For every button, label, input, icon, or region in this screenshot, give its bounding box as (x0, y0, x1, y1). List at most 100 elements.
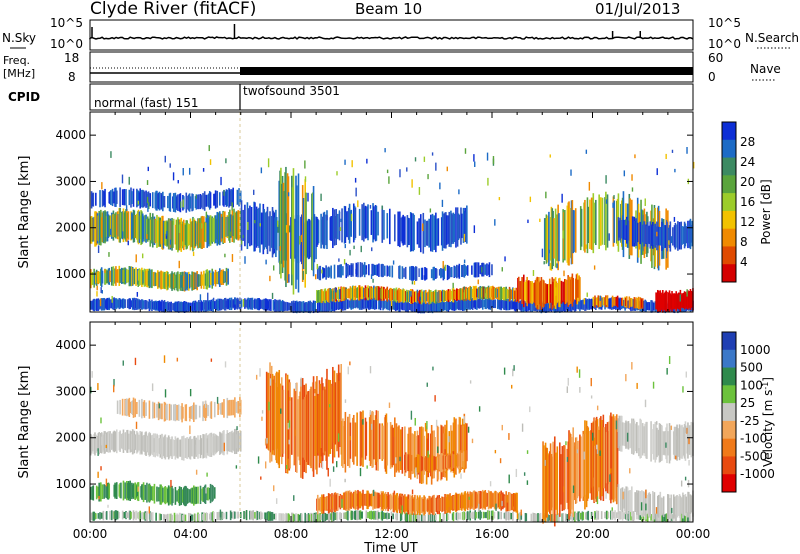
scatter-cell (396, 492, 399, 513)
scatter-cell (297, 513, 300, 522)
scatter-cell (399, 265, 401, 280)
scatter-cell (686, 513, 688, 522)
scatter-cell (232, 187, 234, 208)
scatter-cell (148, 202, 150, 210)
scatter-cell (548, 278, 551, 309)
scatter-cell (368, 297, 370, 310)
scatter-cell (453, 495, 456, 510)
scatter-cell (116, 400, 119, 414)
scatter-cell (214, 433, 217, 455)
scatter-cell (619, 217, 621, 241)
scatter-cell (582, 430, 585, 501)
scatter-cell (431, 430, 434, 479)
scatter-cell (111, 214, 114, 238)
scatter-cell (409, 266, 411, 280)
scatter-cell (508, 433, 510, 440)
scatter-cell (342, 426, 345, 460)
scatter-cell (548, 514, 551, 521)
velocity-y-axis-label: Slant Range [km] (17, 366, 32, 479)
scatter-cell (640, 502, 643, 511)
scatter-cell (238, 433, 240, 450)
scatter-cell (320, 289, 322, 304)
scatter-cell (681, 497, 683, 514)
scatter-cell (309, 300, 312, 314)
scatter-cell (265, 259, 267, 265)
scatter-cell (615, 420, 618, 430)
scatter-cell (512, 494, 514, 511)
scatter-cell (145, 190, 147, 208)
scatter-cell (122, 269, 125, 282)
scatter-cell (121, 174, 124, 184)
scatter-cell (597, 510, 600, 520)
scatter-cell (528, 302, 531, 311)
scatter-cell (386, 265, 389, 277)
scatter-cell (245, 510, 248, 521)
scatter-cell (476, 288, 479, 298)
scatter-cell (505, 298, 507, 311)
scatter-cell (414, 302, 417, 312)
scatter-cell (108, 192, 111, 204)
scatter-cell (111, 188, 114, 207)
scatter-cell (300, 234, 303, 243)
scatter-cell (126, 512, 129, 518)
scatter-cell (383, 299, 385, 310)
scatter-cell (184, 301, 187, 313)
scatter-cell (457, 289, 460, 300)
scatter-cell (466, 300, 468, 309)
scatter-cell (468, 298, 471, 310)
scatter-cell (412, 290, 415, 303)
scatter-cell (404, 290, 407, 302)
scatter-cell (592, 296, 595, 307)
scatter-cell (384, 513, 387, 519)
scatter-cell (280, 301, 282, 311)
scatter-cell (174, 192, 177, 213)
scatter-cell (578, 275, 580, 302)
scatter-cell (477, 279, 479, 285)
scatter-cell (195, 437, 198, 457)
scatter-cell (164, 155, 166, 163)
scatter-cell (609, 415, 611, 501)
scatter-cell (135, 483, 137, 499)
scatter-cell (327, 467, 329, 477)
scatter-cell (406, 496, 409, 513)
scatter-cell (578, 440, 580, 497)
scatter-cell (273, 301, 276, 310)
scatter-cell (592, 477, 594, 487)
scatter-cell (585, 244, 587, 249)
scatter-cell (596, 449, 599, 454)
scatter-cell (641, 299, 643, 308)
scatter-cell (194, 273, 197, 289)
scatter-cell (661, 425, 663, 461)
scatter-cell (595, 512, 597, 519)
scatter-cell (503, 494, 506, 508)
scatter-cell (203, 405, 205, 417)
scatter-cell (194, 440, 196, 445)
scatter-cell (449, 267, 451, 278)
scatter-cell (180, 301, 183, 313)
scatter-cell (185, 220, 188, 250)
scatter-cell (401, 505, 403, 515)
scatter-cell (643, 426, 646, 454)
scatter-cell (104, 485, 106, 498)
scatter-cell (631, 298, 633, 307)
scatter-cell (206, 472, 208, 477)
scatter-cell (210, 432, 213, 457)
scatter-cell (234, 397, 236, 418)
scatter-cell (281, 175, 284, 273)
scatter-cell (93, 511, 95, 521)
scatter-cell (521, 301, 523, 310)
scatter-cell (128, 176, 130, 185)
scatter-cell (269, 301, 271, 309)
scatter-cell (223, 512, 225, 519)
scatter-cell (470, 494, 472, 507)
scatter-cell (148, 512, 151, 520)
scatter-cell (406, 291, 409, 301)
scatter-cell (186, 220, 188, 249)
scatter-cell (149, 511, 152, 522)
scatter-cell (224, 216, 227, 237)
scatter-cell (488, 262, 491, 278)
scatter-cell (448, 500, 450, 508)
scatter-cell (606, 295, 609, 308)
scatter-cell (530, 282, 533, 302)
scatter-cell (314, 395, 317, 456)
